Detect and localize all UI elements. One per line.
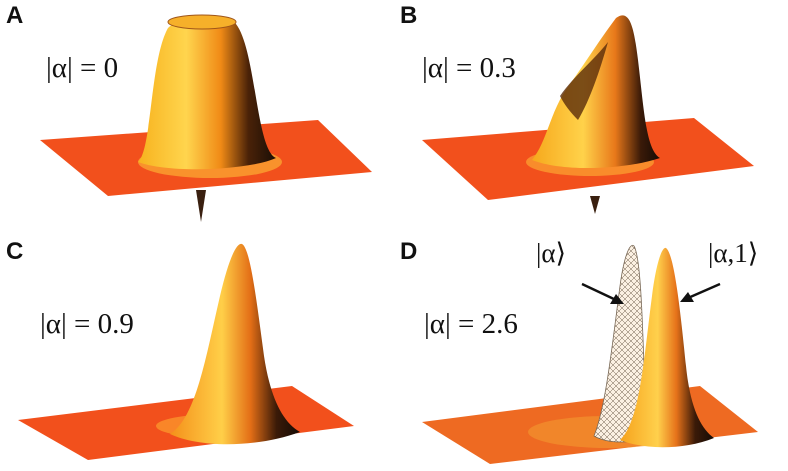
panel-d: D |α| = 2.6 |α⟩ |α,1⟩ [394,236,788,471]
negative-dip [196,190,206,222]
plateau-peak [138,16,276,169]
panel-letter-b: B [400,2,417,30]
panel-letter-c: C [6,238,23,266]
wigner-surface-b [394,0,788,235]
alpha-label-d: |α| = 2.6 [424,308,518,341]
negative-dip [590,196,600,214]
panel-a: A |α| = 0 [0,0,394,235]
panel-letter-d: D [400,238,417,266]
plateau-top [168,15,236,29]
alpha-label-c: |α| = 0.9 [40,308,134,341]
panel-b: B |α| = 0.3 [394,0,788,235]
alpha-label-b: |α| = 0.3 [422,52,516,85]
panel-letter-a: A [6,2,23,30]
photon-added-state-label: |α,1⟩ [708,238,758,269]
panel-c: C |α| = 0.9 [0,236,394,471]
peak [170,244,300,444]
wigner-surface-d [394,236,788,471]
alpha-label-a: |α| = 0 [46,52,118,85]
wigner-surface-a [0,0,394,235]
arrow-left-shaft [582,284,616,300]
skewed-peak [532,15,660,168]
coherent-state-label: |α⟩ [536,238,566,269]
wigner-surface-c [0,236,394,471]
arrow-right-shaft [688,284,720,298]
